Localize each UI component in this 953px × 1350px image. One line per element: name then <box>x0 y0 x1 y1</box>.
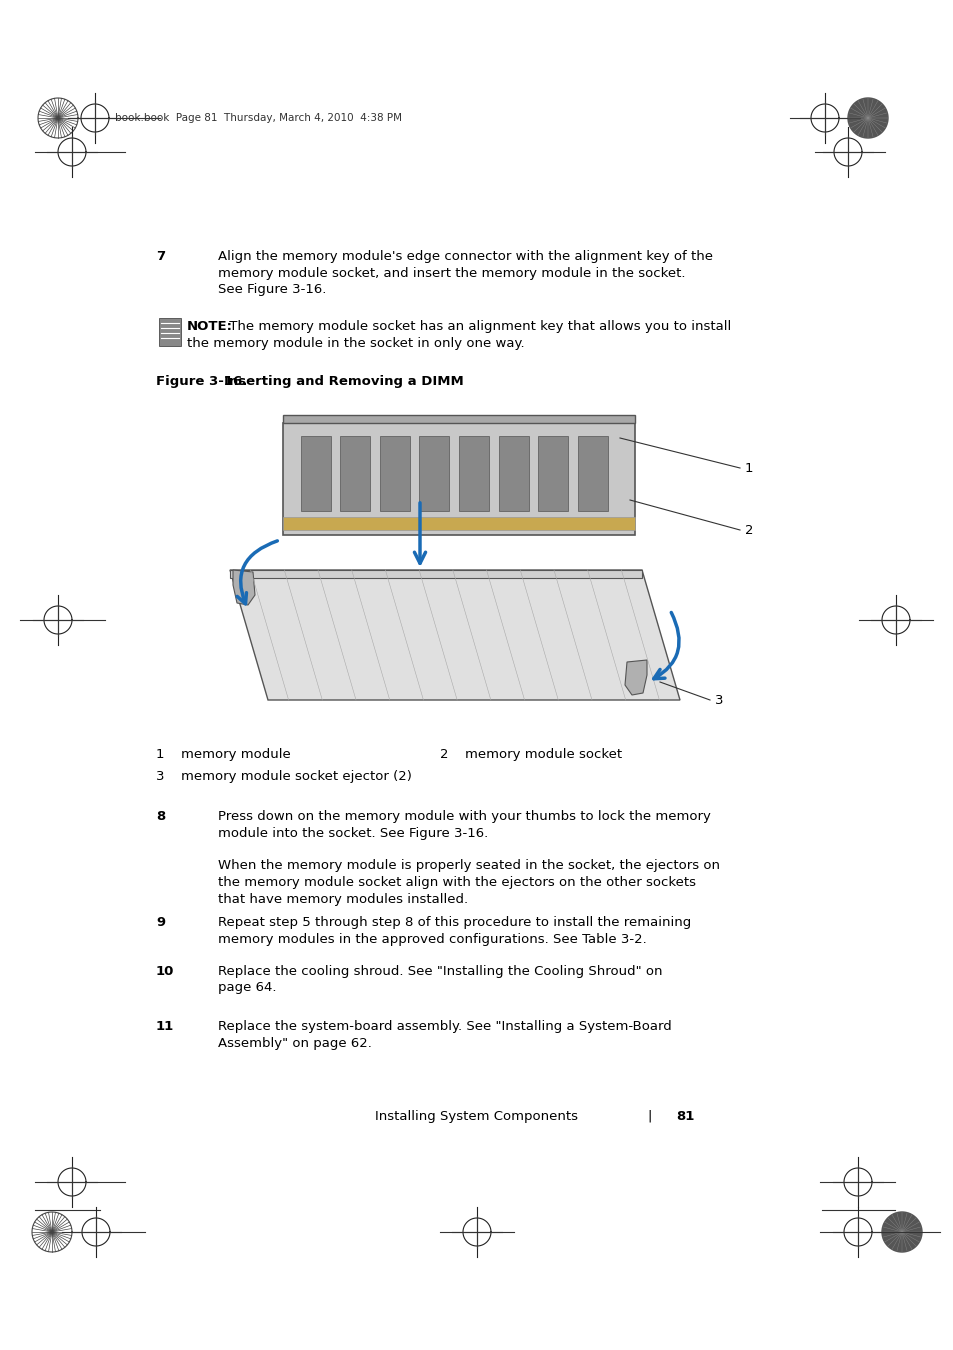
Text: 8: 8 <box>156 810 165 824</box>
Text: Figure 3-16.: Figure 3-16. <box>156 375 247 387</box>
Text: Assembly" on page 62.: Assembly" on page 62. <box>218 1037 372 1049</box>
Polygon shape <box>283 423 635 535</box>
Text: page 64.: page 64. <box>218 981 276 995</box>
Text: Replace the system-board assembly. See "Installing a System-Board: Replace the system-board assembly. See "… <box>218 1021 671 1033</box>
Text: Installing System Components: Installing System Components <box>375 1110 578 1123</box>
Text: See Figure 3-16.: See Figure 3-16. <box>218 284 326 296</box>
Text: 1: 1 <box>744 462 753 474</box>
Text: Press down on the memory module with your thumbs to lock the memory: Press down on the memory module with you… <box>218 810 710 824</box>
Text: the memory module in the socket in only one way.: the memory module in the socket in only … <box>187 336 524 350</box>
Text: the memory module socket align with the ejectors on the other sockets: the memory module socket align with the … <box>218 876 696 890</box>
Text: memory module socket, and insert the memory module in the socket.: memory module socket, and insert the mem… <box>218 266 685 279</box>
Text: 2: 2 <box>744 524 753 536</box>
Polygon shape <box>458 436 488 510</box>
Polygon shape <box>283 517 635 531</box>
Polygon shape <box>233 570 254 605</box>
Text: |: | <box>647 1110 652 1123</box>
Polygon shape <box>498 436 528 510</box>
Bar <box>159 319 181 346</box>
Text: memory module: memory module <box>181 748 291 761</box>
Polygon shape <box>847 99 887 138</box>
Polygon shape <box>340 436 370 510</box>
Polygon shape <box>578 436 607 510</box>
Text: that have memory modules installed.: that have memory modules installed. <box>218 892 468 906</box>
Polygon shape <box>230 570 679 701</box>
Polygon shape <box>624 660 646 695</box>
Polygon shape <box>230 570 641 578</box>
Text: book.book  Page 81  Thursday, March 4, 2010  4:38 PM: book.book Page 81 Thursday, March 4, 201… <box>115 113 401 123</box>
Text: Repeat step 5 through step 8 of this procedure to install the remaining: Repeat step 5 through step 8 of this pro… <box>218 917 691 929</box>
Text: 81: 81 <box>675 1110 694 1123</box>
Text: module into the socket. See Figure 3-16.: module into the socket. See Figure 3-16. <box>218 826 488 840</box>
Text: 10: 10 <box>156 965 174 977</box>
Text: NOTE:: NOTE: <box>187 320 233 333</box>
Polygon shape <box>379 436 409 510</box>
Polygon shape <box>419 436 449 510</box>
Text: 9: 9 <box>156 917 165 929</box>
Polygon shape <box>283 414 635 423</box>
Polygon shape <box>300 436 330 510</box>
Text: Replace the cooling shroud. See "Installing the Cooling Shroud" on: Replace the cooling shroud. See "Install… <box>218 965 661 977</box>
Text: 1: 1 <box>156 748 164 761</box>
Text: Align the memory module's edge connector with the alignment key of the: Align the memory module's edge connector… <box>218 250 712 263</box>
Text: 3: 3 <box>156 769 164 783</box>
Text: 3: 3 <box>714 694 722 706</box>
Text: 11: 11 <box>156 1021 174 1033</box>
Text: 7: 7 <box>156 250 165 263</box>
Text: memory modules in the approved configurations. See Table 3-2.: memory modules in the approved configura… <box>218 933 646 945</box>
Text: The memory module socket has an alignment key that allows you to install: The memory module socket has an alignmen… <box>225 320 731 333</box>
Text: memory module socket ejector (2): memory module socket ejector (2) <box>181 769 412 783</box>
Polygon shape <box>882 1212 921 1251</box>
Text: 2: 2 <box>439 748 448 761</box>
Text: When the memory module is properly seated in the socket, the ejectors on: When the memory module is properly seate… <box>218 860 720 872</box>
Text: memory module socket: memory module socket <box>464 748 621 761</box>
Text: Inserting and Removing a DIMM: Inserting and Removing a DIMM <box>224 375 463 387</box>
Polygon shape <box>537 436 568 510</box>
